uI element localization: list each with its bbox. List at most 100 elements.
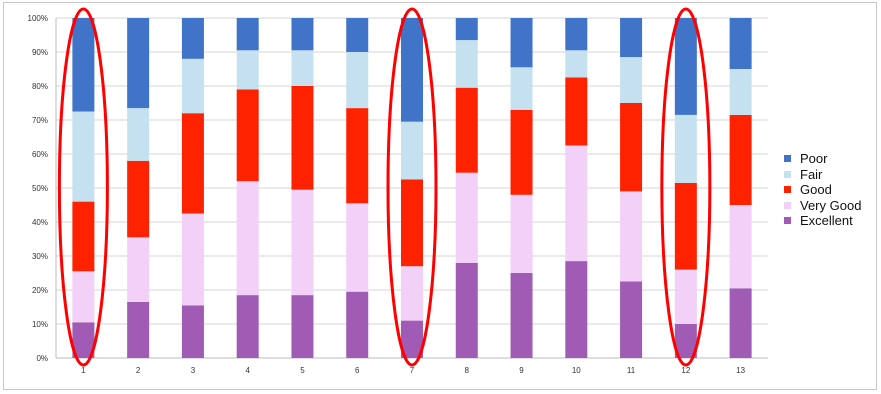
bar-segment-excellent (401, 320, 423, 358)
bar-segment-good (346, 108, 369, 204)
y-tick-label: 0% (36, 354, 48, 363)
bar-segment-good (565, 77, 588, 146)
bar-segment-good (72, 201, 95, 272)
bar-segment-excellent (565, 261, 588, 358)
legend-label: Excellent (800, 213, 853, 229)
bar-segment-fair (620, 57, 643, 103)
legend-item-fair: Fair (784, 167, 880, 183)
bar-segment-very-good (455, 172, 478, 263)
bar-segment-very-good (674, 269, 697, 324)
chart-legend: Poor Fair Good Very Good Excellent (784, 151, 880, 229)
bar-segment-very-good (127, 237, 150, 302)
y-tick-label: 10% (32, 320, 48, 329)
bar-segment-fair (72, 111, 95, 202)
bar-segment-very-good (72, 271, 95, 323)
legend-swatch (784, 170, 791, 178)
highlight-ellipse (57, 7, 109, 367)
bar-segment-good (455, 87, 478, 173)
bar-segment-good (291, 86, 314, 190)
bar-segment-fair (455, 40, 478, 88)
bar-segment-fair (401, 121, 423, 180)
x-tick-label: 8 (465, 366, 470, 375)
bar-segment-poor (565, 18, 588, 51)
bar-segment-excellent (455, 262, 478, 358)
x-tick-label: 7 (410, 366, 415, 375)
bar-segment-excellent (291, 295, 314, 358)
bar-segment-good (510, 109, 533, 195)
x-tick-label: 3 (191, 366, 196, 375)
bar-segment-poor (181, 18, 204, 59)
x-tick-label: 13 (736, 366, 745, 375)
bar-segment-poor (72, 18, 95, 112)
bar-segment-fair (510, 67, 533, 110)
y-tick-label: 30% (32, 252, 48, 261)
bar-segment-excellent (236, 295, 259, 358)
bar-segment-fair (729, 69, 752, 115)
x-axis-tick-labels: 1 2 3 4 5 6 7 8 9 10 11 12 13 (81, 366, 745, 375)
x-tick-label: 11 (627, 366, 636, 375)
bar-segment-very-good (181, 213, 204, 306)
bar-segment-very-good (401, 266, 423, 321)
x-tick-label: 9 (519, 366, 524, 375)
bar-segment-very-good (729, 205, 752, 289)
legend-item-poor: Poor (784, 151, 880, 167)
y-tick-label: 70% (32, 116, 48, 125)
bar-segment-very-good (620, 191, 643, 282)
bar-segment-very-good (291, 189, 314, 296)
y-tick-label: 100% (28, 14, 48, 23)
bar-segment-good (236, 89, 259, 182)
highlight-annotations (57, 7, 712, 367)
legend-label: Good (800, 182, 832, 198)
bar-segment-fair (291, 50, 314, 86)
y-tick-label: 40% (32, 218, 48, 227)
bar-segment-excellent (674, 324, 697, 358)
legend-label: Very Good (800, 197, 862, 213)
bar-segment-poor (674, 18, 697, 115)
bar-segment-very-good (510, 194, 533, 273)
bar-segment-poor (455, 18, 478, 41)
bar-segment-excellent (127, 301, 150, 358)
bar-segment-fair (127, 108, 150, 161)
x-tick-label: 12 (681, 366, 690, 375)
legend-item-good: Good (784, 182, 880, 198)
x-tick-label: 1 (81, 366, 86, 375)
legend-label: Poor (800, 151, 828, 167)
bar-segment-fair (181, 58, 204, 114)
bar-segment-good (620, 103, 643, 192)
bar-segment-poor (346, 18, 369, 52)
bar-segment-excellent (729, 288, 752, 358)
legend-swatch (784, 217, 791, 225)
bar-segment-very-good (236, 181, 259, 296)
bar-segment-poor (291, 18, 314, 51)
y-tick-label: 50% (32, 184, 48, 193)
bar-segment-excellent (346, 291, 369, 358)
bar-segment-excellent (72, 322, 95, 358)
highlight-ellipse (386, 7, 438, 367)
bar-segment-poor (236, 18, 259, 51)
bar-segment-poor (729, 18, 752, 69)
bar-segment-fair (565, 50, 588, 78)
x-tick-label: 5 (300, 366, 305, 375)
bar-segment-excellent (620, 281, 643, 358)
legend-label: Fair (800, 166, 823, 182)
legend-item-very-good: Very Good (784, 198, 880, 214)
y-tick-label: 90% (32, 48, 48, 57)
highlight-ellipse (660, 7, 712, 367)
bar-segment-good (674, 182, 697, 270)
y-tick-label: 20% (32, 286, 48, 295)
x-tick-label: 10 (572, 366, 581, 375)
bar-segment-very-good (346, 203, 369, 292)
chart-bars (72, 18, 752, 358)
bar-segment-fair (674, 114, 697, 183)
bar-segment-fair (346, 52, 369, 109)
bar-segment-good (181, 113, 204, 214)
legend-item-excellent: Excellent (784, 213, 880, 229)
bar-segment-fair (236, 50, 259, 90)
bar-segment-good (127, 160, 150, 238)
bar-segment-excellent (181, 305, 204, 358)
bar-segment-poor (401, 18, 423, 122)
y-axis-tick-labels: 0% 10% 20% 30% 40% 50% 60% 70% 80% 90% 100% (28, 14, 48, 363)
bar-segment-excellent (510, 273, 533, 358)
legend-swatch (784, 201, 791, 209)
